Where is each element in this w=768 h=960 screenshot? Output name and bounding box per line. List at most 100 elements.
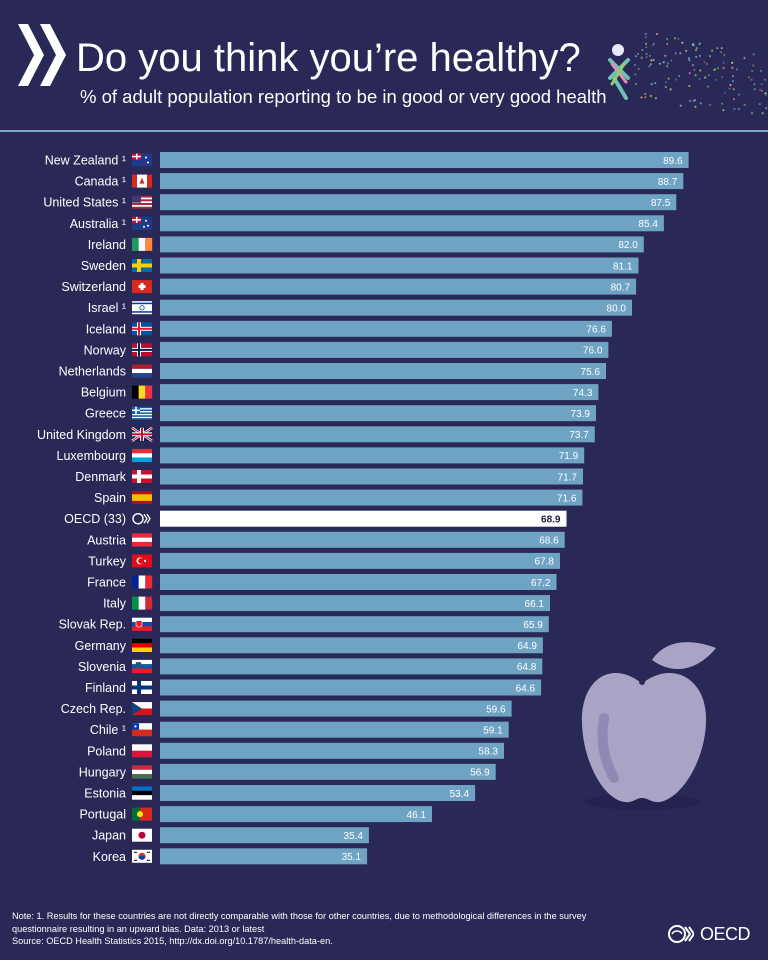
category-label: OECD (33) bbox=[64, 512, 126, 526]
value-label: 53.4 bbox=[450, 789, 470, 800]
bar-14 bbox=[160, 447, 585, 464]
value-label: 71.6 bbox=[557, 493, 577, 504]
category-label: Spain bbox=[94, 491, 126, 505]
value-label: 85.4 bbox=[638, 219, 658, 230]
flag-se-icon bbox=[132, 259, 152, 272]
note-line-1: Note: 1. Results for these countries are… bbox=[12, 911, 587, 921]
flag-il-icon bbox=[132, 301, 152, 315]
category-label: Korea bbox=[93, 850, 126, 864]
bar-31 bbox=[160, 806, 432, 823]
source-line: Source: OECD Health Statistics 2015, htt… bbox=[12, 936, 333, 947]
flag-es-icon bbox=[132, 491, 152, 505]
bar-11 bbox=[160, 384, 599, 401]
flag-jp-icon bbox=[132, 828, 152, 842]
flag-cl-icon bbox=[132, 723, 152, 737]
oecd-chevrons-icon bbox=[18, 24, 66, 86]
flag-gb-icon bbox=[131, 426, 153, 442]
category-label: Portugal bbox=[79, 808, 126, 822]
value-label: 73.9 bbox=[571, 409, 591, 420]
oecd-logo: OECD bbox=[668, 924, 751, 944]
flag-be-icon bbox=[132, 385, 153, 399]
category-label: United States ¹ bbox=[43, 196, 126, 210]
value-label: 64.9 bbox=[517, 641, 537, 652]
bar-chart: New Zealand ¹ 89.6 Canada ¹ 88.7 United Stat… bbox=[37, 152, 689, 865]
value-label: 35.4 bbox=[343, 831, 363, 842]
oecd-logo-icon bbox=[668, 925, 694, 943]
flag-is-icon bbox=[132, 322, 152, 336]
bar-33 bbox=[160, 848, 368, 865]
category-label: Hungary bbox=[79, 765, 127, 779]
flag-ee-icon bbox=[132, 786, 152, 800]
flag-no-icon bbox=[132, 343, 152, 357]
flag-pt-icon bbox=[132, 807, 152, 821]
flag-nl-icon bbox=[132, 364, 152, 378]
category-label: Finland bbox=[85, 681, 126, 695]
bar-22 bbox=[160, 616, 549, 633]
bar-0 bbox=[160, 152, 689, 168]
value-label: 68.6 bbox=[539, 536, 559, 547]
bar-27 bbox=[160, 721, 509, 738]
category-label: Chile ¹ bbox=[90, 723, 126, 737]
bar-4 bbox=[160, 236, 644, 253]
bar-15 bbox=[160, 468, 583, 485]
category-label: Switzerland bbox=[61, 280, 126, 294]
category-label: Italy bbox=[103, 597, 127, 611]
category-label: Czech Rep. bbox=[61, 702, 126, 716]
value-label: 82.0 bbox=[618, 240, 638, 251]
value-label: 56.9 bbox=[470, 768, 490, 779]
value-label: 59.6 bbox=[486, 704, 506, 715]
bar-23 bbox=[160, 637, 543, 654]
bar-6 bbox=[160, 278, 637, 295]
flag-hu-icon bbox=[132, 765, 152, 779]
category-label: Poland bbox=[87, 744, 126, 758]
value-label: 71.9 bbox=[559, 451, 579, 462]
apple-icon bbox=[581, 642, 716, 810]
bar-24 bbox=[160, 658, 543, 675]
category-label: Germany bbox=[75, 639, 127, 653]
value-label: 88.7 bbox=[658, 177, 678, 188]
flag-fi-icon bbox=[132, 681, 152, 694]
bar-19 bbox=[160, 552, 560, 569]
value-label: 65.9 bbox=[523, 620, 543, 631]
bar-21 bbox=[160, 595, 550, 612]
flag-oecd-icon bbox=[132, 513, 151, 525]
footnote: Note: 1. Results for these countries are… bbox=[12, 910, 652, 948]
flag-sk-icon bbox=[132, 617, 152, 631]
category-label: United Kingdom bbox=[37, 428, 126, 442]
value-label: 64.6 bbox=[516, 683, 536, 694]
category-label: Iceland bbox=[86, 322, 126, 336]
category-label: Estonia bbox=[84, 787, 126, 801]
value-label: 66.1 bbox=[525, 599, 545, 610]
bar-1 bbox=[160, 173, 684, 190]
category-label: Luxembourg bbox=[57, 449, 127, 463]
bar-20 bbox=[160, 574, 557, 590]
bar-25 bbox=[160, 679, 542, 696]
flag-ca-icon bbox=[132, 174, 152, 188]
flag-it-icon bbox=[132, 596, 153, 610]
bar-10 bbox=[160, 363, 606, 379]
flag-kr-icon bbox=[132, 849, 152, 863]
bar-2 bbox=[160, 194, 677, 211]
value-label: 68.9 bbox=[541, 515, 561, 526]
page-title: Do you think you’re healthy? bbox=[76, 36, 581, 80]
category-label: Belgium bbox=[81, 386, 126, 400]
header: Do you think you’re healthy? % of adult … bbox=[0, 0, 768, 130]
bar-28 bbox=[160, 742, 504, 759]
value-label: 80.7 bbox=[611, 282, 631, 293]
category-label: Greece bbox=[85, 407, 126, 421]
value-label: 46.1 bbox=[407, 810, 427, 821]
value-label: 67.8 bbox=[535, 557, 555, 568]
bar-8 bbox=[160, 320, 612, 337]
value-label: 67.2 bbox=[531, 578, 551, 589]
bar-17 bbox=[160, 510, 567, 527]
value-label: 87.5 bbox=[651, 198, 671, 209]
category-label: France bbox=[87, 576, 126, 590]
bar-32 bbox=[160, 827, 369, 844]
category-label: Japan bbox=[92, 829, 126, 843]
bar-12 bbox=[160, 405, 596, 422]
flag-ie-icon bbox=[132, 237, 153, 251]
category-label: Ireland bbox=[88, 238, 126, 252]
category-label: Austria bbox=[87, 533, 126, 547]
flag-gr-icon bbox=[132, 406, 152, 420]
category-label: Canada ¹ bbox=[75, 175, 126, 189]
